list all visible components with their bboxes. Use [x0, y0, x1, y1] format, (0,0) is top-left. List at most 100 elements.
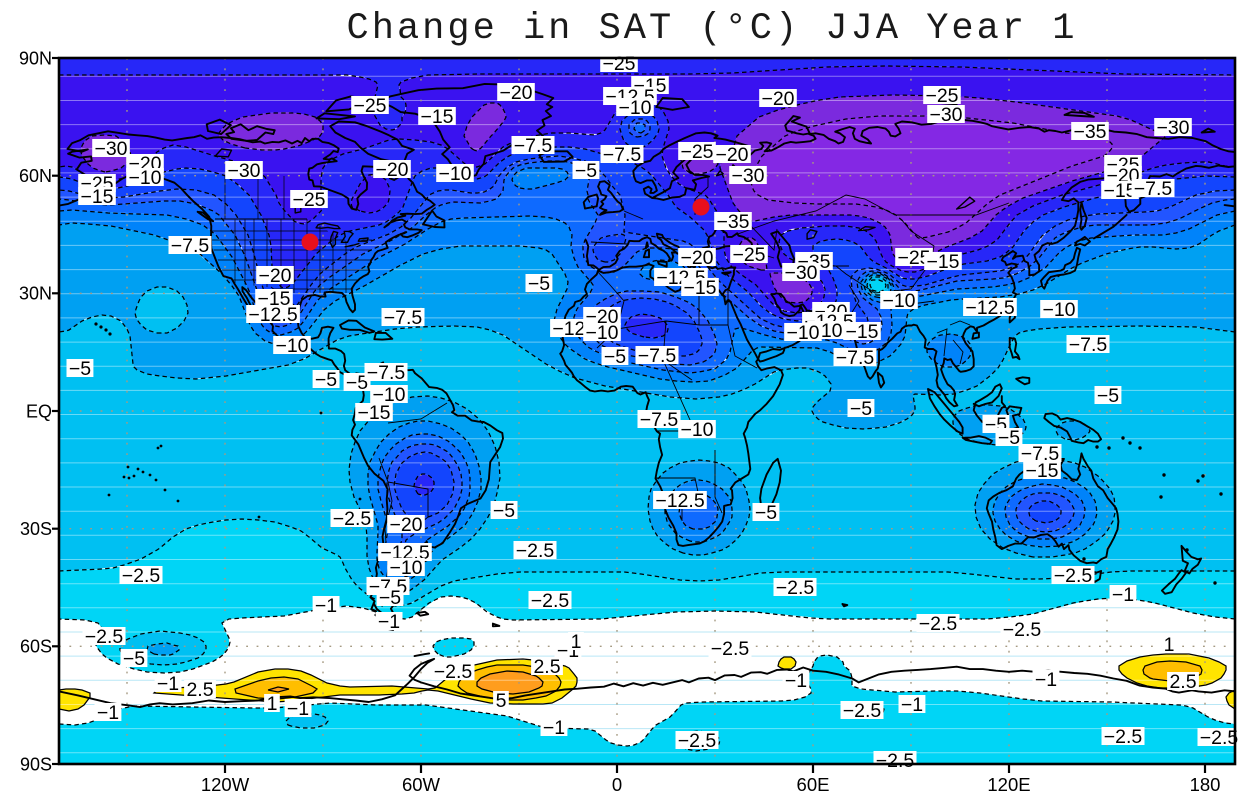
svg-text:−2.5: −2.5 — [876, 750, 915, 772]
svg-text:−2.5: −2.5 — [1054, 565, 1093, 587]
svg-text:−20: −20 — [389, 514, 422, 536]
svg-text:−10: −10 — [1042, 299, 1075, 321]
svg-text:−10: −10 — [389, 557, 422, 579]
svg-text:−30: −30 — [1156, 117, 1189, 139]
svg-text:−30: −30 — [929, 104, 962, 126]
svg-text:−25: −25 — [292, 189, 325, 211]
svg-text:−20: −20 — [715, 144, 748, 166]
svg-text:−15: −15 — [926, 251, 959, 273]
svg-text:−5: −5 — [346, 372, 368, 394]
svg-text:60S: 60S — [20, 637, 52, 657]
svg-text:−12.5: −12.5 — [655, 490, 704, 512]
svg-text:90N: 90N — [19, 48, 52, 68]
svg-text:60E: 60E — [797, 774, 830, 795]
svg-text:−20: −20 — [680, 247, 713, 269]
svg-text:−7.5: −7.5 — [638, 345, 677, 367]
svg-text:−2.5: −2.5 — [711, 638, 750, 660]
svg-text:−5: −5 — [1097, 385, 1119, 407]
svg-text:−1: −1 — [785, 670, 807, 692]
svg-text:−20: −20 — [258, 265, 291, 287]
svg-text:−1: −1 — [97, 702, 119, 724]
svg-text:60N: 60N — [19, 166, 52, 186]
svg-text:−10: −10 — [438, 163, 471, 185]
svg-text:−12.5: −12.5 — [248, 304, 297, 326]
svg-text:30S: 30S — [20, 519, 52, 539]
svg-text:1: 1 — [1164, 634, 1175, 656]
svg-text:−5: −5 — [379, 587, 401, 609]
svg-text:−30: −30 — [94, 138, 127, 160]
svg-text:−2.5: −2.5 — [434, 661, 473, 683]
svg-text:EQ: EQ — [26, 401, 52, 421]
svg-text:−25: −25 — [680, 141, 713, 163]
svg-text:−2.5: −2.5 — [333, 508, 372, 530]
svg-text:−5: −5 — [850, 398, 872, 420]
svg-text:−25: −25 — [602, 53, 635, 75]
svg-text:−15: −15 — [357, 402, 390, 424]
svg-text:−2.5: −2.5 — [1104, 726, 1143, 748]
svg-text:−25: −25 — [732, 244, 765, 266]
svg-text:−1: −1 — [1035, 669, 1057, 691]
svg-text:−10: −10 — [128, 167, 161, 189]
svg-text:−1: −1 — [543, 717, 565, 739]
svg-text:120E: 120E — [987, 774, 1030, 795]
svg-text:−2.5: −2.5 — [516, 540, 555, 562]
svg-text:−10: −10 — [275, 335, 308, 357]
svg-text:−15: −15 — [257, 288, 290, 310]
svg-text:−10: −10 — [585, 322, 618, 344]
svg-text:−20: −20 — [499, 82, 532, 104]
svg-text:−25: −25 — [897, 247, 930, 269]
svg-text:−1: −1 — [287, 698, 309, 720]
svg-text:−7.5: −7.5 — [1069, 334, 1108, 356]
svg-text:90S: 90S — [20, 754, 52, 774]
svg-text:−5: −5 — [998, 427, 1020, 449]
svg-text:−5: −5 — [69, 358, 91, 380]
svg-text:−20: −20 — [585, 306, 618, 328]
svg-text:Change in SAT (°C) JJA Year 1: Change in SAT (°C) JJA Year 1 — [347, 8, 1078, 50]
svg-text:−10: −10 — [372, 384, 405, 406]
svg-text:−10: −10 — [882, 290, 915, 312]
svg-text:−1: −1 — [378, 611, 400, 633]
svg-text:−2.5: −2.5 — [85, 626, 124, 648]
svg-text:−2.5: −2.5 — [919, 613, 958, 635]
svg-text:60W: 60W — [402, 774, 441, 795]
svg-text:−7.5: −7.5 — [836, 347, 875, 369]
svg-text:−5: −5 — [315, 369, 337, 391]
svg-text:1: 1 — [267, 693, 278, 715]
svg-text:−10: −10 — [618, 97, 651, 119]
svg-text:−1: −1 — [157, 673, 179, 695]
svg-text:−25: −25 — [925, 85, 958, 107]
svg-text:−30: −30 — [784, 262, 817, 284]
svg-text:−2.5: −2.5 — [678, 730, 717, 752]
svg-text:−7.5: −7.5 — [603, 144, 642, 166]
svg-text:2.5: 2.5 — [1169, 671, 1196, 693]
svg-text:120W: 120W — [201, 774, 250, 795]
svg-text:−35: −35 — [1073, 121, 1106, 143]
svg-text:−35: −35 — [716, 211, 749, 233]
svg-text:−20: −20 — [761, 88, 794, 110]
svg-text:−1: −1 — [901, 694, 923, 716]
svg-text:−15: −15 — [80, 186, 113, 208]
svg-text:−7.5: −7.5 — [640, 409, 679, 431]
svg-text:−7.5: −7.5 — [384, 307, 423, 329]
svg-text:−15: −15 — [1025, 460, 1058, 482]
svg-text:0: 0 — [612, 774, 622, 795]
svg-text:−2.5: −2.5 — [1003, 619, 1042, 641]
svg-text:−10: −10 — [680, 419, 713, 441]
svg-text:180: 180 — [1190, 774, 1221, 795]
svg-text:−5: −5 — [123, 648, 145, 670]
svg-text:−2.5: −2.5 — [1200, 727, 1239, 749]
svg-text:−7.5: −7.5 — [514, 135, 553, 157]
svg-text:−12.5: −12.5 — [965, 297, 1014, 319]
svg-text:−15: −15 — [683, 277, 716, 299]
svg-text:−15: −15 — [420, 106, 453, 128]
svg-text:−30: −30 — [731, 165, 764, 187]
svg-text:−7.5: −7.5 — [367, 362, 406, 384]
svg-text:−15: −15 — [1103, 180, 1136, 202]
svg-text:−1: −1 — [1112, 584, 1134, 606]
svg-text:−5: −5 — [604, 346, 626, 368]
svg-text:−2.5: −2.5 — [531, 590, 570, 612]
svg-text:−7.5: −7.5 — [1021, 443, 1060, 465]
svg-text:−5: −5 — [493, 500, 515, 522]
svg-text:−5: −5 — [755, 502, 777, 524]
svg-text:−15: −15 — [845, 321, 878, 343]
